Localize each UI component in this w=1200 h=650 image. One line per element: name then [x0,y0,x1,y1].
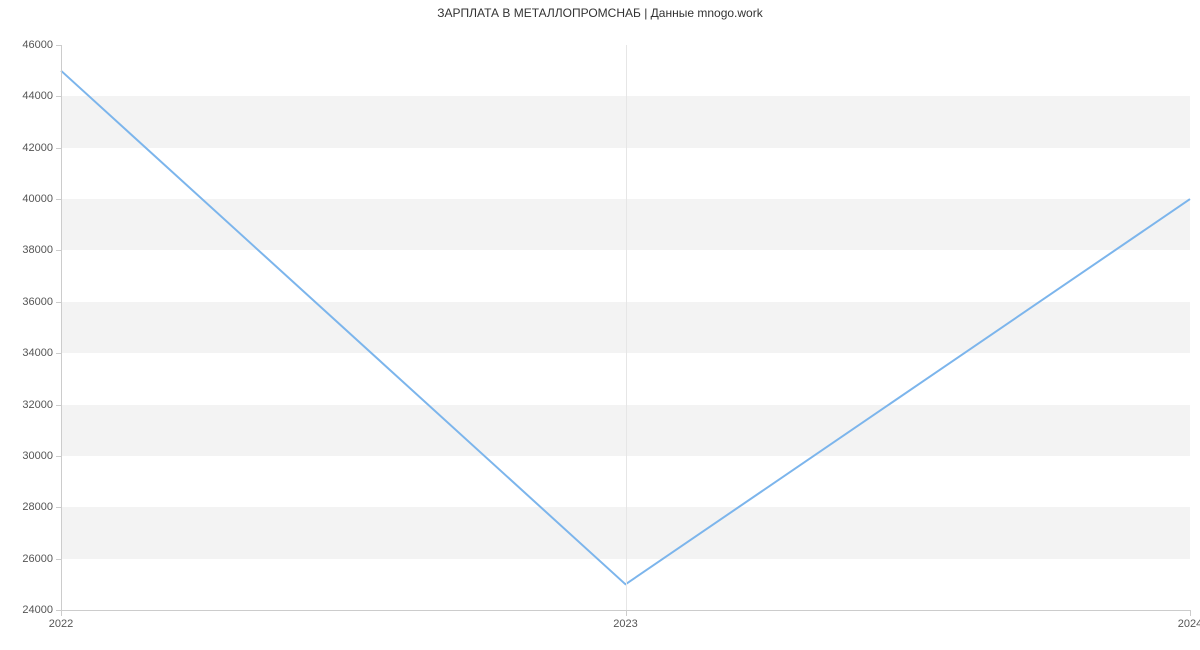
salary-line-chart: ЗАРПЛАТА В МЕТАЛЛОПРОМСНАБ | Данные mnog… [0,0,1200,650]
y-axis-label: 28000 [22,501,53,513]
y-axis-label: 40000 [22,193,53,205]
y-axis-label: 46000 [22,39,53,51]
y-axis-line [61,45,62,610]
y-axis-label: 42000 [22,142,53,154]
y-axis-label: 24000 [22,604,53,616]
y-axis-label: 44000 [22,90,53,102]
y-axis-label: 38000 [22,244,53,256]
x-gridline [626,45,627,610]
x-axis-label: 2023 [613,618,637,630]
y-axis-label: 36000 [22,296,53,308]
y-axis-label: 26000 [22,553,53,565]
y-axis-label: 32000 [22,399,53,411]
x-axis-line [61,610,1190,611]
y-axis-label: 30000 [22,450,53,462]
x-axis-label: 2024 [1178,618,1200,630]
x-tick [1190,610,1191,616]
x-axis-label: 2022 [49,618,73,630]
chart-title: ЗАРПЛАТА В МЕТАЛЛОПРОМСНАБ | Данные mnog… [0,6,1200,20]
plot-area: 2400026000280003000032000340003600038000… [61,45,1190,610]
y-axis-label: 34000 [22,347,53,359]
